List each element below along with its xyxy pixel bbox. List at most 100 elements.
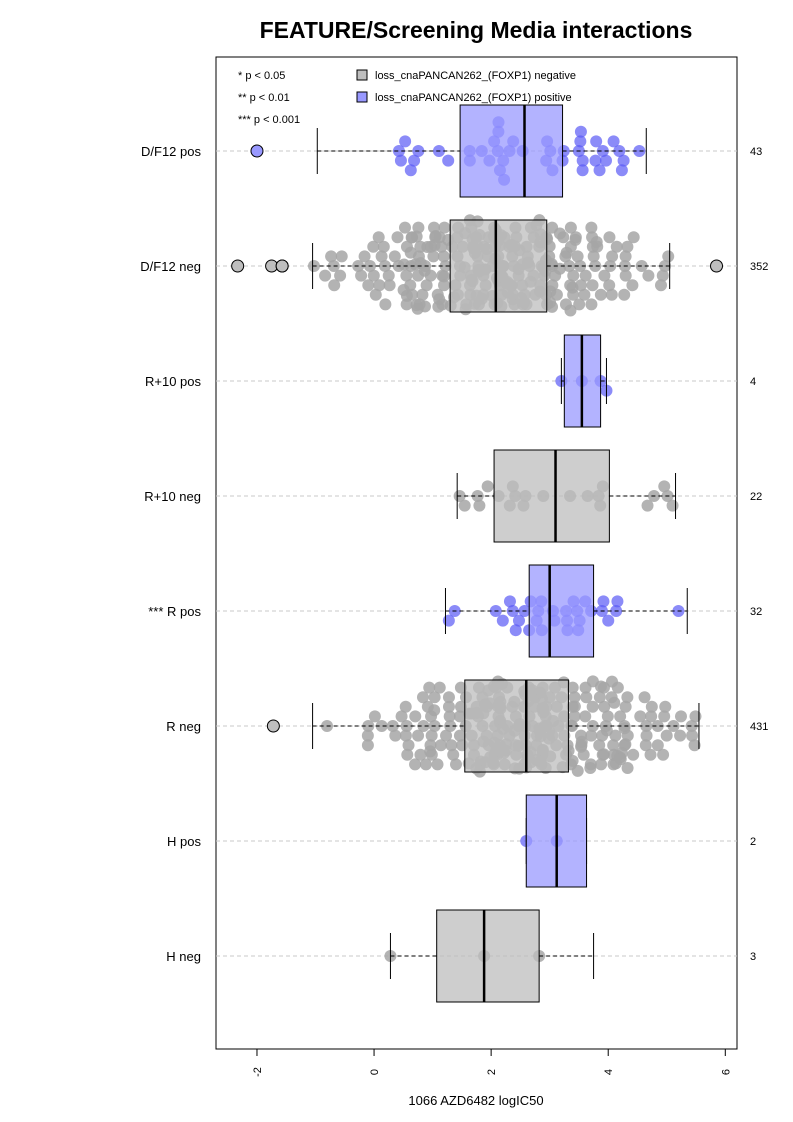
data-point [375, 250, 388, 263]
data-point [566, 681, 579, 694]
data-point [567, 269, 580, 282]
data-point [355, 269, 368, 282]
data-point [587, 250, 600, 263]
data-point [666, 499, 679, 512]
data-point [634, 710, 647, 723]
data-point [453, 729, 466, 742]
data-point [566, 281, 579, 294]
data-point [319, 269, 332, 282]
data-point [399, 221, 412, 234]
data-point [404, 246, 417, 259]
data-point [399, 700, 412, 713]
data-point [580, 691, 593, 704]
outlier-point [710, 259, 724, 273]
data-point [416, 288, 429, 301]
data-point [591, 240, 604, 253]
data-point [438, 221, 451, 234]
data-point [609, 729, 622, 742]
data-point [438, 279, 451, 292]
data-point [564, 221, 577, 234]
data-point [409, 758, 422, 771]
x-tick-label: -2 [252, 1067, 264, 1077]
data-point [449, 758, 462, 771]
data-point [601, 710, 614, 723]
data-point [626, 279, 639, 292]
data-point [607, 739, 620, 752]
outlier-point [250, 144, 264, 158]
data-point [593, 691, 606, 704]
data-point [589, 154, 602, 167]
data-point [618, 288, 631, 301]
data-point [506, 605, 519, 617]
outlier-point [231, 259, 245, 273]
data-point [571, 764, 584, 777]
data-point [553, 262, 566, 275]
data-point [553, 227, 566, 240]
data-point [599, 154, 612, 167]
data-point [564, 304, 577, 317]
data-point [578, 288, 591, 301]
data-point [656, 269, 669, 282]
legend-swatch [356, 69, 368, 81]
data-point [585, 729, 598, 742]
data-point [598, 700, 611, 713]
data-point [615, 164, 628, 177]
data-point [444, 720, 457, 732]
data-point [593, 739, 606, 752]
data-point [544, 285, 557, 298]
data-point [405, 231, 418, 244]
data-point [585, 298, 598, 311]
group-label: R+10 pos [145, 374, 202, 389]
data-point [447, 748, 460, 761]
box [459, 104, 564, 198]
data-point [328, 279, 341, 292]
group-label: H neg [166, 949, 201, 964]
data-point [606, 675, 619, 688]
x-tick-label: 6 [720, 1069, 732, 1075]
data-point [633, 145, 646, 157]
data-point [645, 710, 658, 723]
x-tick-label: 0 [369, 1069, 381, 1075]
data-point [651, 739, 664, 752]
data-point [568, 691, 581, 704]
data-point [442, 700, 455, 713]
data-point [574, 135, 587, 148]
data-point [375, 720, 388, 732]
data-point [427, 250, 440, 263]
data-point [453, 710, 466, 723]
group-count: 22 [750, 491, 762, 503]
data-point [372, 231, 385, 244]
data-point [429, 231, 442, 244]
group-count: 352 [750, 261, 768, 273]
data-point [659, 700, 672, 713]
data-point [651, 720, 664, 732]
legend-significance: * p < 0.05 [238, 70, 285, 82]
data-point [392, 145, 405, 157]
group-count: 43 [750, 146, 762, 158]
data-point [418, 264, 431, 277]
data-point [576, 154, 589, 167]
data-point [454, 681, 467, 694]
data-point [645, 700, 658, 713]
data-point [408, 154, 421, 167]
data-point [400, 298, 413, 311]
data-point [379, 298, 392, 311]
data-point [399, 135, 412, 148]
data-point [660, 729, 673, 742]
x-axis: -2 0 2 4 6 [252, 1048, 732, 1077]
data-point [481, 480, 494, 493]
data-point [412, 729, 425, 742]
data-point [410, 299, 423, 312]
data-point [614, 753, 627, 766]
data-point [658, 710, 671, 723]
data-point [420, 279, 433, 292]
data-point [424, 745, 437, 758]
legend: * p < 0.05 ** p < 0.01 *** p < 0.001 loss_c… [238, 69, 576, 126]
group-count: 32 [750, 606, 762, 618]
group-label: H pos [167, 834, 201, 849]
data-point [325, 250, 338, 263]
data-point [373, 279, 386, 292]
group-count: 431 [750, 721, 768, 733]
data-point [579, 710, 592, 723]
